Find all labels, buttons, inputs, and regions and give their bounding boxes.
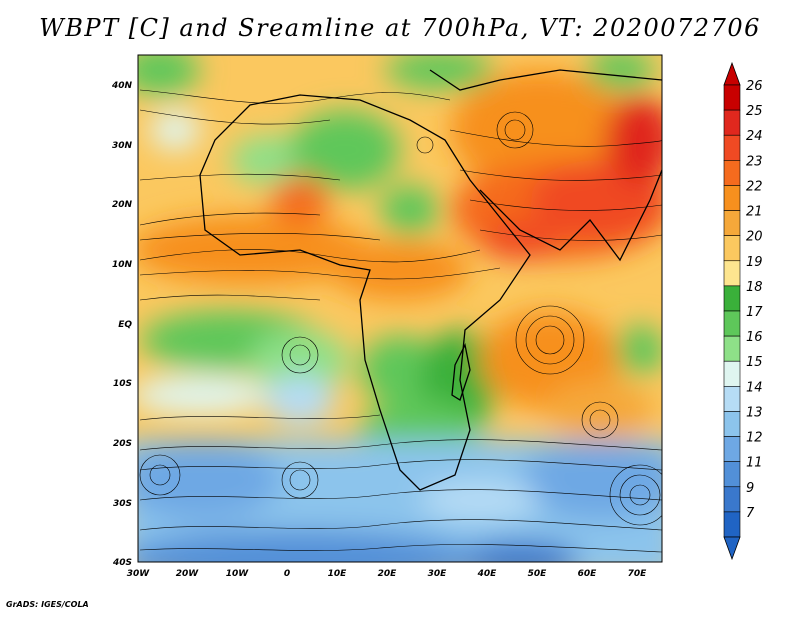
- colorbar-swatch: [723, 235, 741, 262]
- colorbar-swatch: [723, 411, 741, 437]
- colorbar-swatch: [723, 436, 741, 462]
- colorbar: 26 25 24 23 22 21 20 19 18 17 16 15 14 13 12 11 9 7: [723, 61, 763, 561]
- colorbar-swatch: [723, 260, 741, 287]
- colorbar-swatch: [723, 360, 741, 387]
- colorbar-swatch: [723, 160, 741, 186]
- colorbar-label: 12: [746, 431, 763, 446]
- lon-tick: 30W: [127, 569, 151, 579]
- lon-tick: 20E: [378, 569, 398, 579]
- lon-tick: 30E: [428, 569, 448, 579]
- lat-tick: 10S: [113, 379, 132, 389]
- lat-tick: 20S: [113, 439, 132, 449]
- colorbar-label: 22: [746, 179, 763, 194]
- colorbar-label: 11: [746, 456, 763, 471]
- colorbar-arrow-bottom: [723, 536, 741, 561]
- colorbar-label: 18: [746, 280, 763, 295]
- colorbar-label: 25: [746, 104, 763, 119]
- lon-tick: 0: [284, 569, 290, 579]
- lon-tick: 70E: [628, 569, 648, 579]
- lat-tick: 20N: [112, 200, 133, 210]
- wbpt-field: [138, 55, 662, 562]
- chart-title: WBPT [C] and Sreamline at 700hPa, VT: 20…: [39, 14, 761, 42]
- lat-tick: 10N: [112, 260, 133, 270]
- colorbar-swatch: [723, 335, 741, 362]
- lon-tick: 60E: [578, 569, 598, 579]
- lat-tick: EQ: [118, 320, 132, 330]
- credit-label: GrADS: IGES/COLA: [6, 600, 89, 609]
- colorbar-swatch: [723, 109, 741, 136]
- coastlines: [199, 69, 662, 491]
- colorbar-label: 14: [746, 380, 763, 395]
- lat-tick: 30N: [112, 141, 133, 151]
- y-axis: 40N 30N 20N 10N EQ 10S 20S 30S 40S: [111, 81, 133, 568]
- lat-tick: 30S: [113, 499, 132, 509]
- lon-tick: 10E: [328, 569, 348, 579]
- lon-tick: 40E: [477, 569, 498, 579]
- colorbar-swatch: [723, 185, 741, 211]
- lon-tick: 50E: [528, 569, 548, 579]
- colorbar-swatch: [723, 511, 741, 538]
- colorbar-label: 24: [746, 129, 763, 144]
- colorbar-label: 26: [746, 79, 763, 94]
- colorbar-label: 9: [746, 481, 754, 496]
- lat-tick: 40S: [112, 558, 132, 568]
- colorbar-swatch: [723, 210, 741, 236]
- x-axis: 30W 20W 10W 0 10E 20E 30E 40E 50E 60E 70…: [127, 569, 647, 579]
- colorbar-swatch: [723, 285, 741, 312]
- lon-tick: 20W: [176, 569, 200, 579]
- colorbar-swatch: [723, 386, 741, 412]
- colorbar-arrow-top: [723, 61, 741, 86]
- colorbar-label: 15: [746, 355, 763, 370]
- colorbar-label: 21: [746, 205, 763, 220]
- colorbar-swatch: [723, 310, 741, 337]
- colorbar-label: 23: [746, 154, 763, 169]
- colorbar-label: 17: [746, 305, 763, 320]
- colorbar-swatch: [723, 461, 741, 488]
- colorbar-swatch: [723, 134, 741, 161]
- colorbar-swatch: [723, 486, 741, 513]
- lon-tick: 10W: [226, 569, 250, 579]
- colorbar-label: 16: [746, 330, 763, 345]
- colorbar-label: 13: [746, 405, 763, 420]
- colorbar-label: 19: [746, 255, 763, 270]
- colorbar-label: 20: [746, 230, 763, 245]
- map-frame: [137, 54, 663, 563]
- colorbar-label: 7: [746, 506, 755, 521]
- lat-tick: 40N: [111, 81, 133, 91]
- colorbar-swatch: [723, 84, 741, 111]
